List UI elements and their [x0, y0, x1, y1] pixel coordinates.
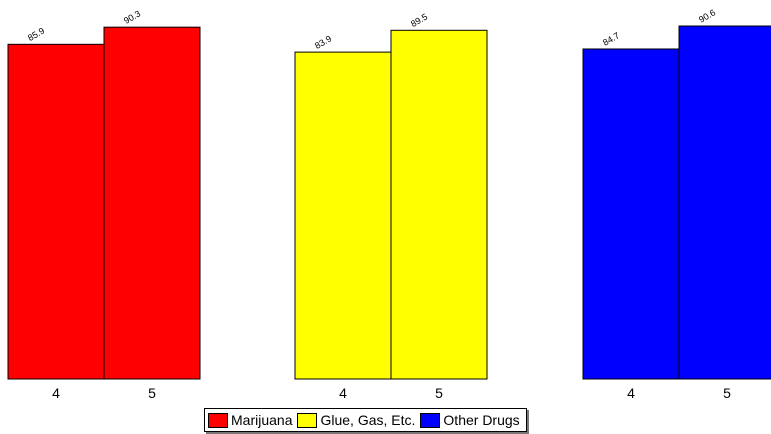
bar-value-label-other-drugs-4: 84.7: [601, 30, 621, 47]
bar-value-label-marijuana-4: 85.9: [26, 26, 46, 43]
x-tick-label-glue-gas-etc-4: 4: [339, 385, 347, 401]
bar-value-label-marijuana-5: 90.3: [122, 8, 142, 25]
x-tick-label-other-drugs-4: 4: [627, 385, 635, 401]
legend-swatch-other-drugs: [420, 412, 441, 428]
legend-item-glue-gas: Glue, Gas, Etc.: [297, 412, 415, 428]
legend-swatch-marijuana: [208, 412, 228, 428]
legend-label-marijuana: Marijuana: [231, 412, 293, 428]
legend-item-other-drugs: Other Drugs: [420, 412, 520, 428]
bar-marijuana-5: [103, 26, 201, 380]
legend-item-marijuana: Marijuana: [208, 412, 292, 428]
x-tick-label-marijuana-5: 5: [148, 385, 156, 401]
x-tick-label-marijuana-4: 4: [52, 385, 60, 401]
chart-legend: Marijuana Glue, Gas, Etc. Other Drugs: [204, 408, 527, 432]
tick-labels-layer: 4 5 4 5 4 5: [52, 385, 731, 401]
bar-glue-gas-etc-4: [294, 51, 392, 380]
bar-other-drugs-5: [678, 25, 771, 380]
bar-other-drugs-4: [582, 48, 680, 380]
bars-layer: [7, 25, 771, 380]
bar-value-label-other-drugs-5: 90.6: [697, 7, 717, 24]
bar-glue-gas-etc-5: [390, 29, 488, 380]
legend-label-glue-gas: Glue, Gas, Etc.: [320, 412, 416, 428]
bar-value-label-glue-gas-etc-5: 89.5: [409, 12, 429, 29]
legend-label-other-drugs: Other Drugs: [443, 412, 520, 428]
x-tick-label-other-drugs-5: 5: [723, 385, 731, 401]
x-tick-label-glue-gas-etc-5: 5: [435, 385, 443, 401]
legend-swatch-glue-gas: [297, 412, 318, 428]
bar-marijuana-4: [7, 43, 105, 380]
bar-value-label-glue-gas-etc-4: 83.9: [313, 33, 333, 50]
